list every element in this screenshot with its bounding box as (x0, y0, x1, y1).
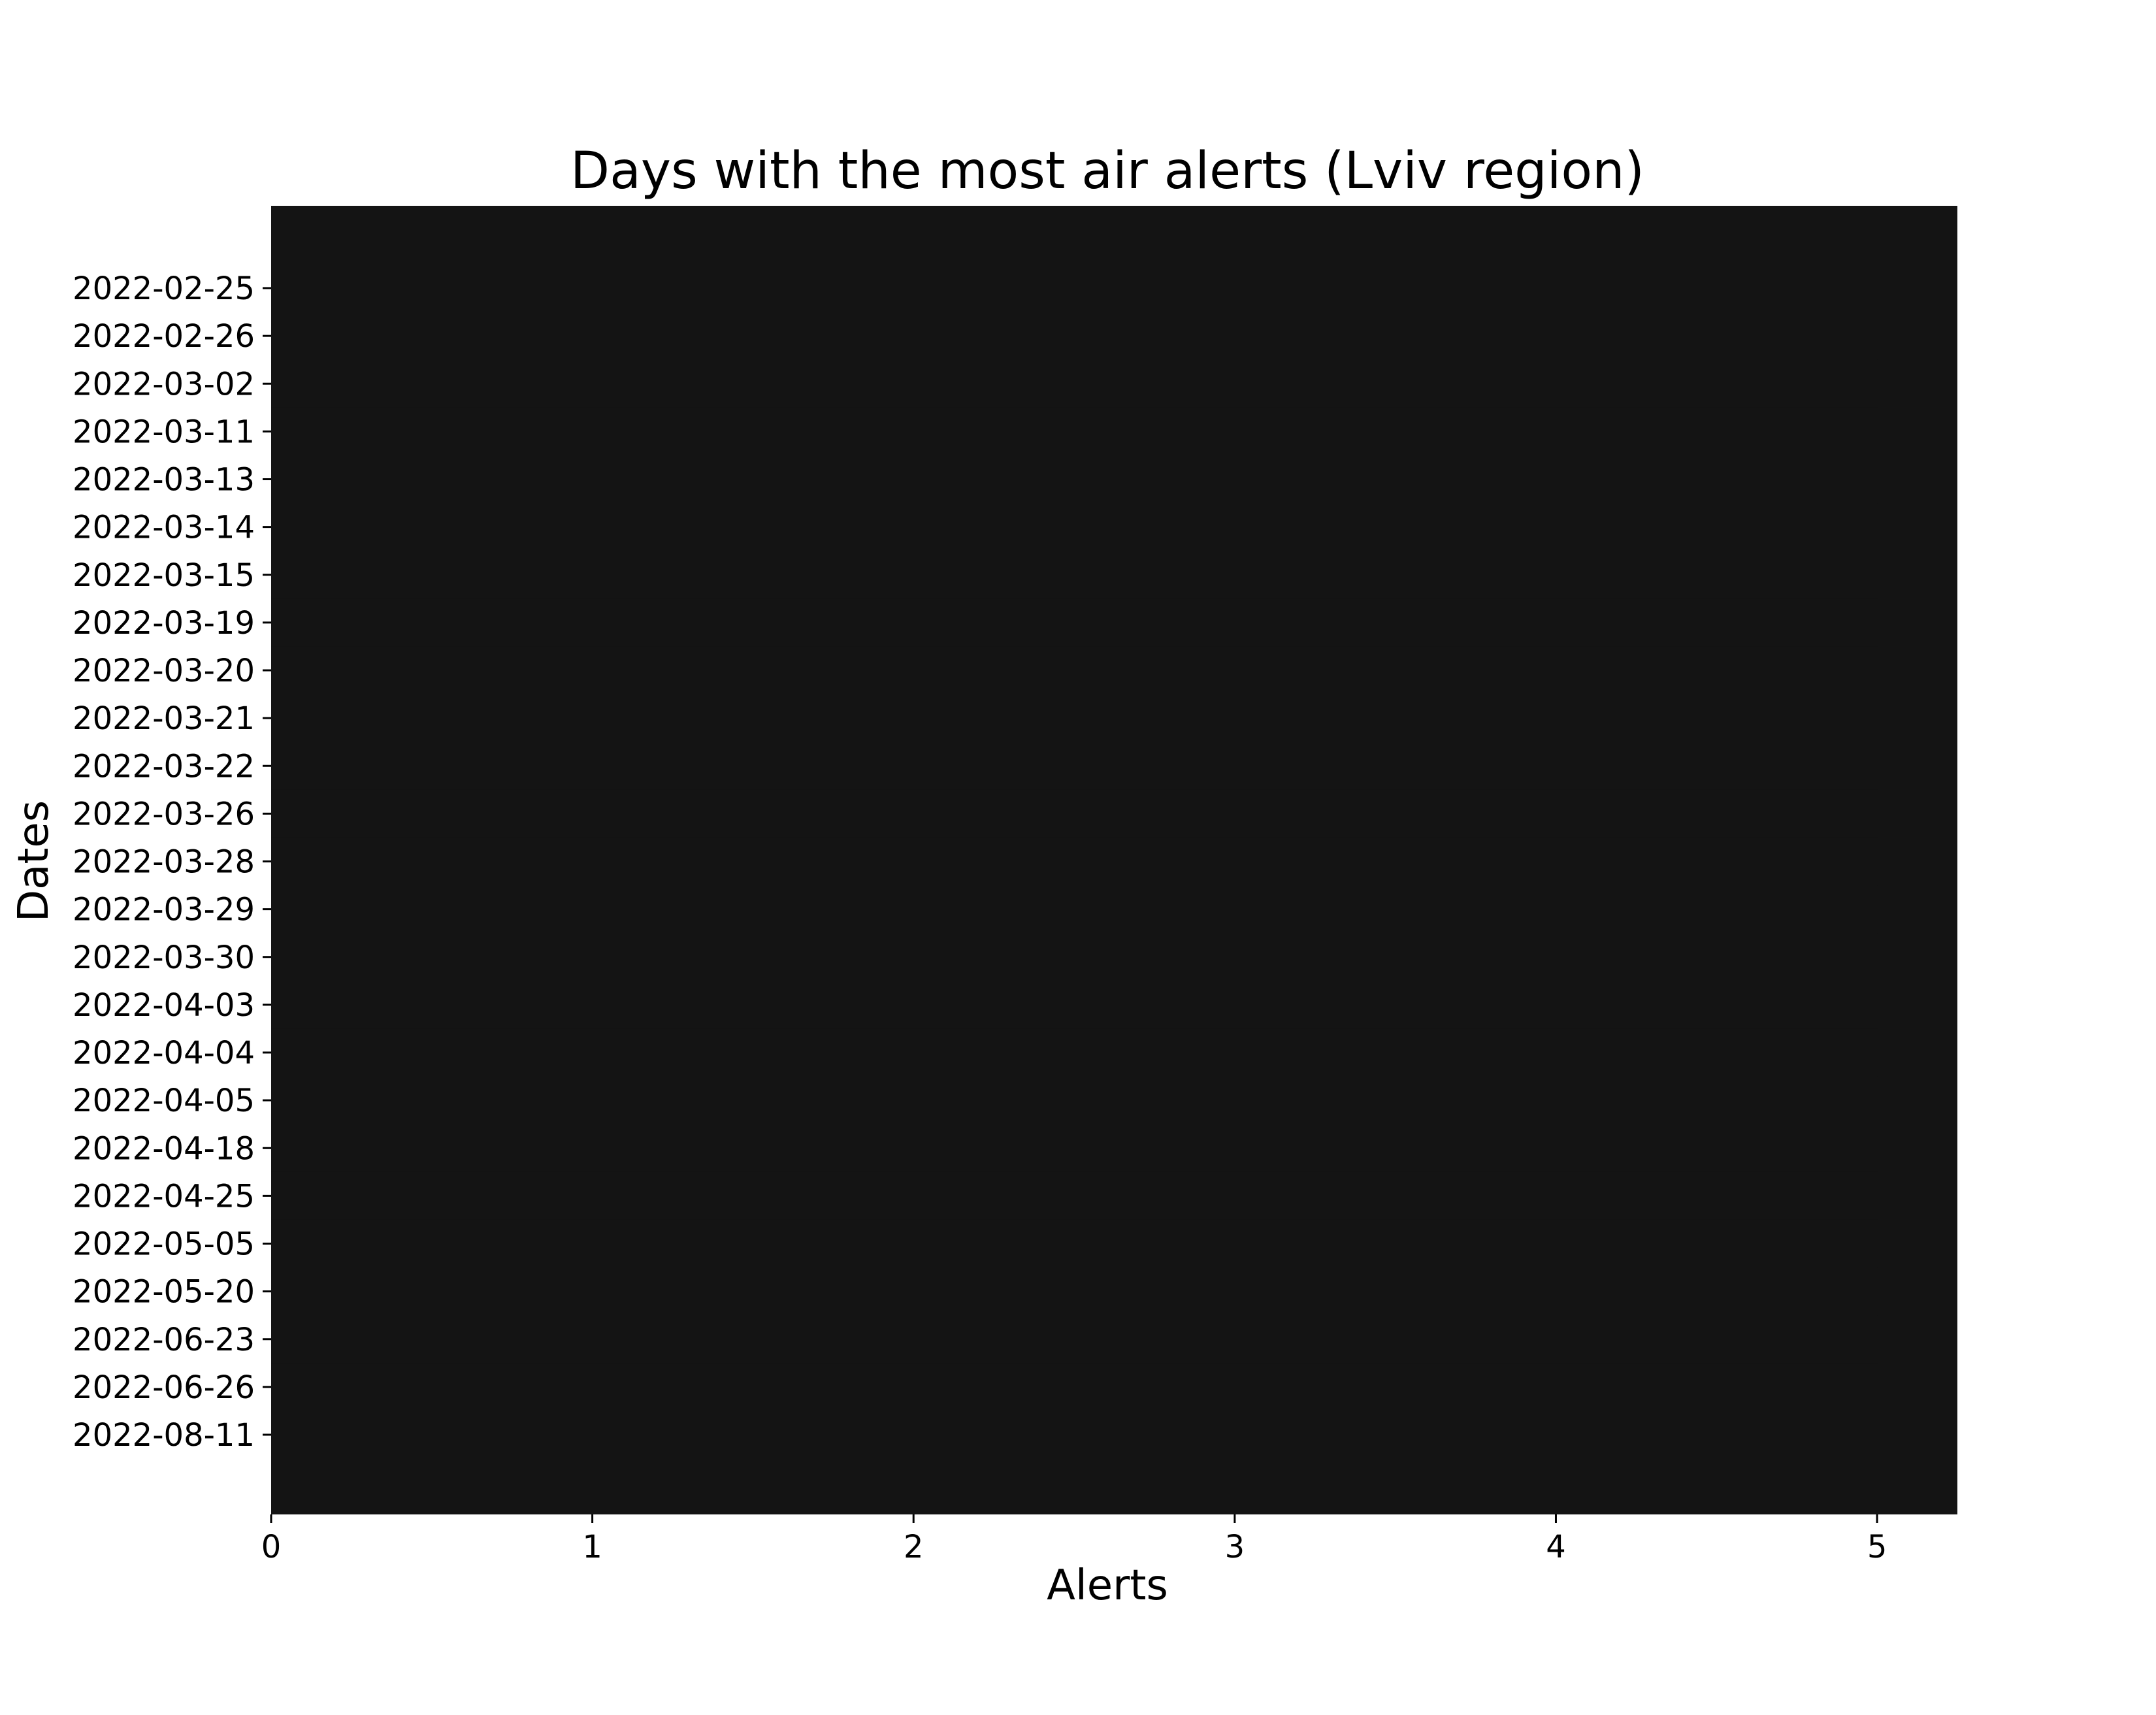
y-tick-label: 2022-04-18 (73, 1130, 255, 1167)
y-tick-label: 2022-03-22 (73, 748, 255, 785)
x-tick-label: 4 (1546, 1529, 1566, 1565)
y-tick-label: 2022-03-26 (73, 796, 255, 832)
bar (271, 1411, 1878, 1459)
y-tick-label: 2022-03-28 (73, 844, 255, 881)
bar (271, 598, 1878, 647)
bar (271, 312, 1878, 360)
chart-title: Days with the most air alerts (Lviv regi… (570, 142, 1644, 201)
x-tick-label: 2 (904, 1529, 924, 1565)
y-axis: 2022-02-25 2022-02-26 2022-03-02 2022-03-11… (73, 270, 271, 1454)
y-tick-label: 2022-04-03 (73, 987, 255, 1024)
bar (271, 1028, 1878, 1077)
y-tick-label: 2022-03-02 (73, 366, 255, 402)
y-tick-label: 2022-04-05 (73, 1083, 255, 1119)
y-tick-label: 2022-03-21 (73, 700, 255, 737)
y-tick-label: 2022-03-14 (73, 510, 255, 546)
bar (271, 1124, 1878, 1172)
bar (271, 407, 1878, 455)
bar (271, 551, 1878, 599)
x-tick-label: 3 (1225, 1529, 1245, 1565)
y-tick-label: 2022-06-26 (73, 1369, 255, 1406)
y-tick-label: 2022-04-04 (73, 1035, 255, 1071)
bar (271, 1219, 1878, 1268)
y-tick-label: 2022-03-30 (73, 939, 255, 976)
y-tick-label: 2022-02-25 (73, 270, 255, 307)
bar (271, 264, 1878, 312)
y-tick-label: 2022-06-23 (73, 1322, 255, 1358)
bar (271, 933, 1878, 981)
bar (271, 1315, 1878, 1364)
bar (271, 1267, 1878, 1316)
y-tick-label: 2022-05-20 (73, 1274, 255, 1311)
x-axis: 0 1 2 3 4 5 (261, 1514, 1887, 1565)
bar (271, 455, 1878, 504)
y-axis-label: Dates (10, 800, 58, 922)
bar (271, 359, 1878, 408)
x-tick-label: 0 (261, 1529, 282, 1565)
y-tick-label: 2022-03-11 (73, 414, 255, 450)
bar (271, 1363, 1878, 1411)
bar (271, 1076, 1878, 1124)
bar (271, 1171, 1878, 1220)
y-tick-label: 2022-03-19 (73, 605, 255, 642)
bar (271, 694, 1878, 742)
y-tick-label: 2022-05-05 (73, 1226, 255, 1263)
y-tick-label: 2022-03-13 (73, 462, 255, 498)
bar (271, 503, 1878, 551)
plot-area (271, 206, 1957, 1514)
bar (271, 837, 1878, 886)
x-axis-label: Alerts (1047, 1561, 1168, 1610)
bar (271, 981, 1878, 1029)
bar (271, 885, 1878, 934)
x-tick-label: 5 (1867, 1529, 1887, 1565)
y-tick-label: 2022-02-26 (73, 318, 255, 355)
bar (271, 646, 1878, 694)
y-tick-label: 2022-08-11 (73, 1417, 255, 1454)
y-tick-label: 2022-03-29 (73, 892, 255, 928)
y-tick-label: 2022-03-15 (73, 557, 255, 594)
y-tick-label: 2022-04-25 (73, 1178, 255, 1215)
y-tick-label: 2022-03-20 (73, 653, 255, 689)
bar (271, 789, 1878, 838)
bar (271, 742, 1878, 790)
x-tick-label: 1 (582, 1529, 602, 1565)
